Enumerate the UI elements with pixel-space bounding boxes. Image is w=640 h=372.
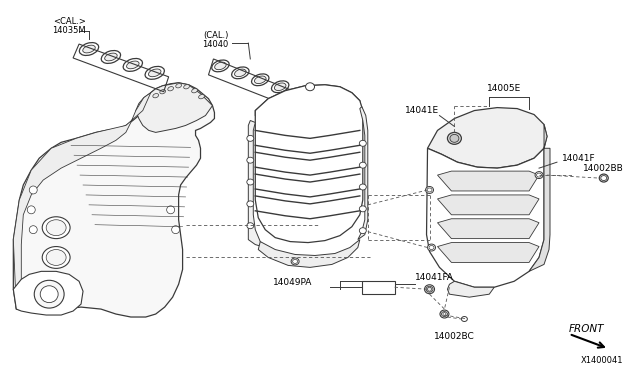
Ellipse shape	[168, 87, 173, 91]
Ellipse shape	[294, 90, 306, 97]
Ellipse shape	[450, 134, 459, 142]
Ellipse shape	[145, 67, 164, 79]
Text: 14035M: 14035M	[52, 26, 86, 35]
Text: 14041FA: 14041FA	[415, 273, 454, 282]
Ellipse shape	[153, 93, 159, 98]
Ellipse shape	[359, 140, 366, 146]
Polygon shape	[426, 148, 544, 287]
Ellipse shape	[46, 220, 66, 235]
Ellipse shape	[35, 280, 64, 308]
Text: 14041E: 14041E	[404, 106, 438, 115]
Polygon shape	[255, 85, 363, 243]
Ellipse shape	[212, 60, 229, 72]
Ellipse shape	[191, 89, 197, 93]
Ellipse shape	[29, 226, 37, 234]
Ellipse shape	[461, 317, 467, 321]
Text: 14040: 14040	[202, 39, 228, 49]
Polygon shape	[255, 85, 362, 137]
Ellipse shape	[440, 310, 449, 318]
Ellipse shape	[247, 201, 254, 207]
Ellipse shape	[42, 281, 70, 307]
Ellipse shape	[28, 206, 35, 214]
Ellipse shape	[255, 76, 266, 84]
Ellipse shape	[247, 179, 254, 185]
Ellipse shape	[148, 69, 161, 77]
Ellipse shape	[535, 171, 543, 179]
Ellipse shape	[359, 162, 366, 168]
Polygon shape	[13, 83, 214, 317]
Ellipse shape	[247, 135, 254, 141]
Ellipse shape	[176, 84, 182, 88]
Ellipse shape	[599, 174, 608, 182]
Polygon shape	[438, 171, 539, 191]
Ellipse shape	[247, 157, 254, 163]
Polygon shape	[13, 271, 83, 315]
Ellipse shape	[275, 83, 286, 90]
Ellipse shape	[36, 275, 76, 313]
Ellipse shape	[29, 186, 37, 194]
Ellipse shape	[271, 81, 289, 93]
Ellipse shape	[123, 58, 143, 71]
Polygon shape	[438, 219, 539, 238]
Polygon shape	[259, 240, 360, 267]
Text: FRONT: FRONT	[569, 324, 604, 334]
Ellipse shape	[42, 217, 70, 238]
Ellipse shape	[184, 84, 189, 89]
Ellipse shape	[447, 132, 461, 144]
Ellipse shape	[172, 226, 180, 234]
Ellipse shape	[247, 223, 254, 229]
Ellipse shape	[160, 90, 166, 94]
Polygon shape	[248, 121, 265, 247]
Ellipse shape	[214, 62, 226, 70]
Text: 14002BC: 14002BC	[434, 332, 475, 341]
Ellipse shape	[42, 247, 70, 268]
Ellipse shape	[359, 228, 366, 234]
Ellipse shape	[46, 279, 66, 295]
Ellipse shape	[101, 51, 120, 63]
Polygon shape	[438, 195, 539, 215]
Polygon shape	[529, 125, 550, 271]
Ellipse shape	[42, 276, 70, 298]
Ellipse shape	[291, 258, 299, 265]
Ellipse shape	[127, 61, 139, 69]
Ellipse shape	[83, 45, 95, 53]
Polygon shape	[362, 281, 395, 294]
Polygon shape	[438, 243, 539, 262]
Ellipse shape	[198, 94, 204, 99]
Ellipse shape	[428, 244, 435, 251]
Polygon shape	[358, 107, 368, 240]
Ellipse shape	[252, 74, 269, 86]
Ellipse shape	[105, 53, 117, 61]
Ellipse shape	[235, 69, 246, 77]
Polygon shape	[428, 108, 547, 168]
Ellipse shape	[40, 286, 58, 303]
Text: (CAL.): (CAL.)	[203, 31, 228, 40]
Text: 14002BB: 14002BB	[584, 164, 624, 173]
Ellipse shape	[426, 186, 433, 193]
Ellipse shape	[166, 206, 175, 214]
Ellipse shape	[424, 285, 435, 294]
Ellipse shape	[232, 67, 249, 79]
Ellipse shape	[359, 206, 366, 212]
Text: X1400041: X1400041	[581, 356, 623, 365]
Ellipse shape	[305, 83, 314, 91]
Text: 14005E: 14005E	[487, 84, 522, 93]
Ellipse shape	[46, 250, 66, 265]
Ellipse shape	[79, 42, 99, 55]
Text: <CAL.>: <CAL.>	[52, 17, 86, 26]
Polygon shape	[13, 93, 151, 309]
Text: 14041F: 14041F	[562, 154, 596, 163]
Ellipse shape	[291, 88, 308, 100]
Text: 14049PA: 14049PA	[273, 278, 312, 287]
Ellipse shape	[359, 184, 366, 190]
Polygon shape	[447, 281, 494, 297]
Polygon shape	[136, 83, 212, 132]
Ellipse shape	[426, 286, 433, 292]
